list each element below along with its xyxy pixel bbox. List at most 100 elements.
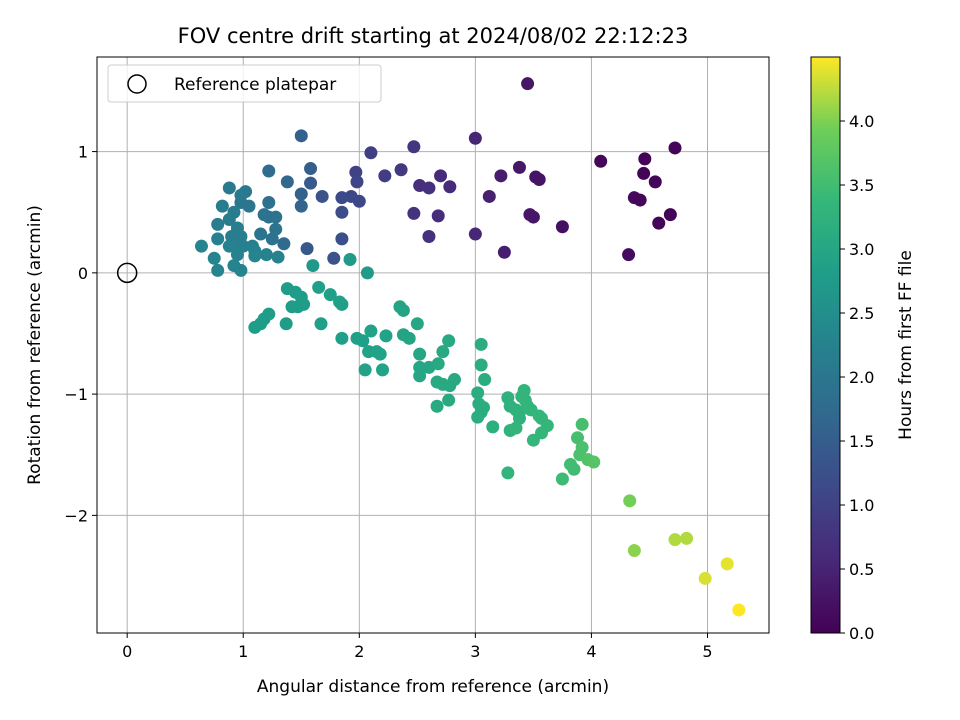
y-tick-label: 0 — [78, 264, 88, 283]
data-point — [279, 317, 293, 331]
data-point — [720, 557, 734, 571]
data-point — [343, 253, 357, 267]
colorbar — [810, 56, 841, 634]
data-point — [482, 189, 496, 203]
data-point — [239, 185, 253, 199]
x-tick-label: 2 — [354, 642, 364, 661]
data-point — [215, 199, 229, 213]
data-point — [396, 303, 410, 317]
data-points — [194, 77, 746, 617]
colorbar-tick-label: 0.0 — [849, 624, 874, 643]
data-point — [474, 358, 488, 372]
data-point — [327, 251, 341, 265]
y-tick-label: −2 — [64, 506, 88, 525]
data-point — [478, 373, 492, 387]
data-point — [410, 317, 424, 331]
data-point — [422, 229, 436, 243]
data-point — [512, 160, 526, 174]
data-point — [567, 462, 581, 476]
data-point — [575, 417, 589, 431]
data-point — [294, 187, 308, 201]
data-point — [652, 216, 666, 230]
data-point — [373, 347, 387, 361]
data-point — [668, 141, 682, 155]
data-point — [257, 208, 271, 222]
data-point — [594, 154, 608, 168]
data-point — [623, 494, 637, 508]
data-point — [526, 210, 540, 224]
colorbar-tick-label: 4.0 — [849, 112, 874, 131]
data-point — [312, 280, 326, 294]
data-point — [497, 245, 511, 259]
colorbar-tick-label: 1.0 — [849, 496, 874, 515]
data-point — [376, 363, 390, 377]
y-tick-label: 1 — [78, 143, 88, 162]
data-point — [315, 189, 329, 203]
x-axis-label: Angular distance from reference (arcmin) — [257, 677, 609, 697]
data-point — [271, 250, 285, 264]
data-point — [194, 239, 208, 253]
data-point — [430, 399, 444, 413]
data-point — [364, 324, 378, 338]
data-point — [230, 248, 244, 262]
data-point — [442, 393, 456, 407]
data-point — [254, 227, 268, 241]
data-point — [364, 146, 378, 160]
data-point — [436, 345, 450, 359]
data-point — [335, 205, 349, 219]
chart-title: FOV centre drift starting at 2024/08/02 … — [178, 24, 689, 48]
data-point — [248, 249, 262, 263]
data-point — [471, 386, 485, 400]
data-point — [570, 431, 584, 445]
data-point — [352, 194, 366, 208]
data-point — [648, 175, 662, 189]
data-point — [442, 334, 456, 348]
colorbar-tick-label: 3.0 — [849, 240, 874, 259]
data-point — [335, 331, 349, 345]
data-point — [494, 169, 508, 183]
data-point — [314, 317, 328, 331]
data-point — [627, 544, 641, 558]
data-point — [486, 420, 500, 434]
y-axis-label: Rotation from reference (arcmin) — [25, 205, 45, 485]
data-point — [431, 209, 445, 223]
colorbar-label: Hours from first FF file — [896, 250, 916, 440]
data-point — [521, 77, 535, 91]
legend-box — [107, 64, 382, 103]
data-point — [280, 175, 294, 189]
data-point — [431, 357, 445, 371]
data-point — [269, 210, 283, 224]
reference-marker-circle — [116, 262, 138, 284]
x-tick-label: 5 — [702, 642, 712, 661]
data-point — [306, 259, 320, 273]
data-point — [211, 217, 225, 231]
data-point — [394, 163, 408, 177]
colorbar-ticks: 0.0 0.5 1.0 1.5 2.0 2.5 3.0 3.5 4.0 — [840, 112, 874, 643]
legend-label: Reference platepar — [174, 75, 336, 95]
data-point — [447, 373, 461, 387]
data-point — [509, 421, 523, 435]
data-point — [637, 166, 651, 180]
data-point — [532, 172, 546, 186]
x-tick-label: 4 — [586, 642, 596, 661]
data-point — [211, 232, 225, 246]
plot-area-frame — [96, 56, 770, 634]
data-point — [262, 196, 276, 210]
data-point — [680, 531, 694, 545]
data-point — [378, 169, 392, 183]
data-point — [555, 220, 569, 234]
data-point — [335, 297, 349, 311]
data-point — [222, 239, 236, 253]
data-point — [335, 232, 349, 246]
data-point — [698, 571, 712, 585]
data-point — [304, 162, 318, 176]
data-point — [222, 212, 236, 226]
data-point — [633, 193, 647, 207]
colorbar-tick-label: 3.5 — [849, 176, 874, 195]
y-tick-label: −1 — [64, 385, 88, 404]
data-point — [356, 334, 370, 348]
legend-open-circle-icon — [127, 74, 147, 94]
data-point — [294, 199, 308, 213]
data-point — [468, 227, 482, 241]
data-point — [471, 410, 485, 424]
